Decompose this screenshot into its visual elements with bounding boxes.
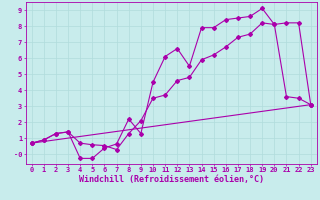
X-axis label: Windchill (Refroidissement éolien,°C): Windchill (Refroidissement éolien,°C) <box>79 175 264 184</box>
